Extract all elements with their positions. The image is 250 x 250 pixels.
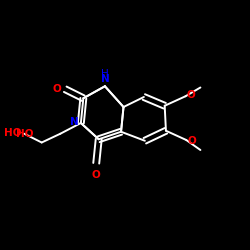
Text: O: O bbox=[188, 136, 196, 146]
Text: HO: HO bbox=[16, 129, 33, 139]
Text: H: H bbox=[101, 69, 109, 79]
Text: O: O bbox=[187, 90, 196, 100]
Text: HO: HO bbox=[4, 128, 22, 138]
Text: N: N bbox=[100, 74, 109, 84]
Text: N: N bbox=[70, 117, 78, 127]
Text: O: O bbox=[92, 170, 100, 179]
Text: O: O bbox=[53, 84, 62, 94]
